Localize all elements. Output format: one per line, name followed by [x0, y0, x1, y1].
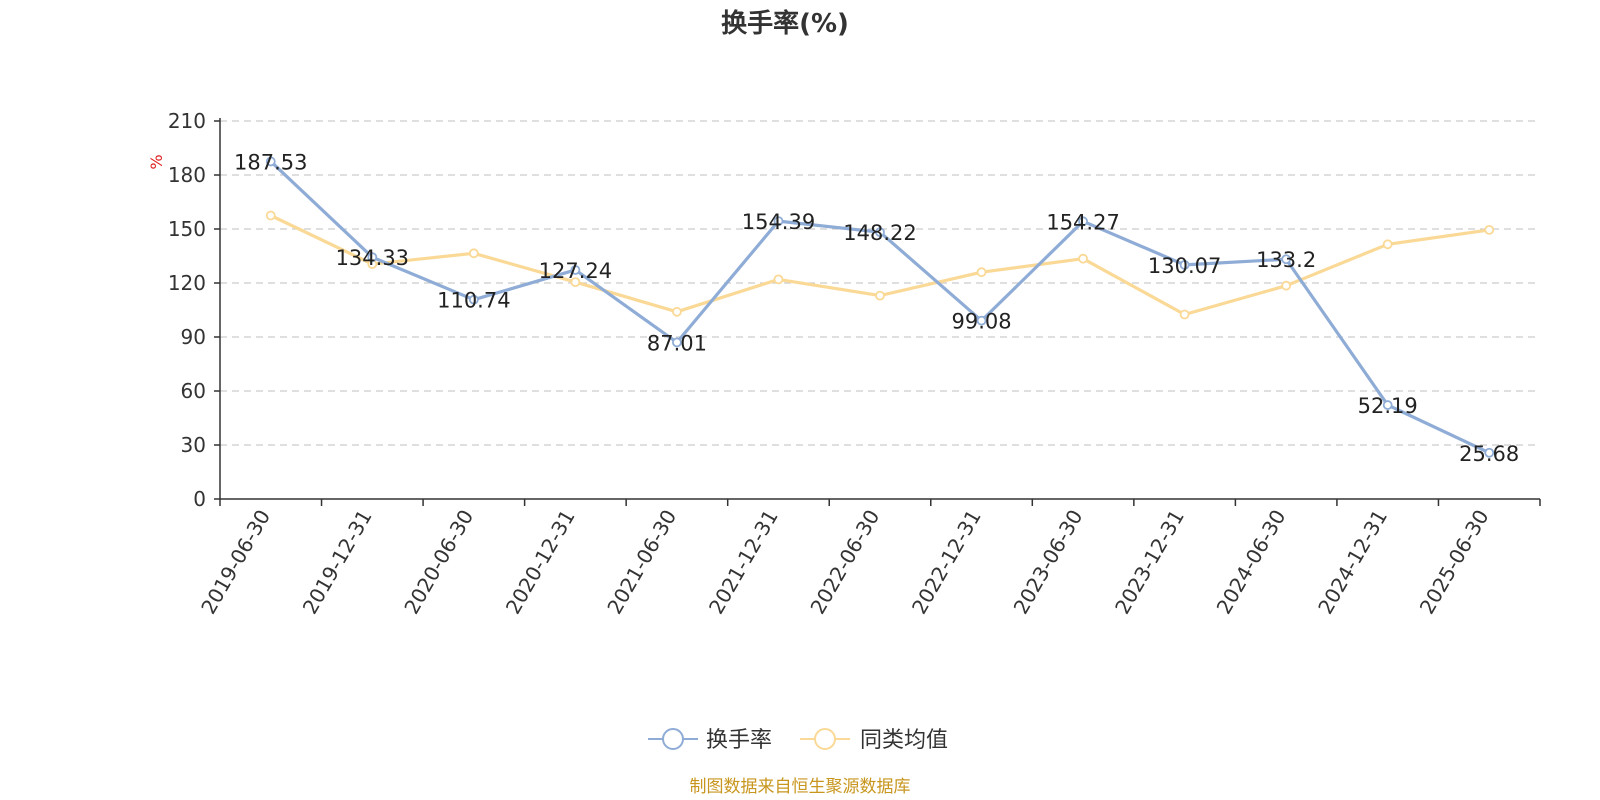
data-label: 154.39	[742, 210, 815, 234]
data-source-note: 制图数据来自恒生聚源数据库	[690, 777, 911, 797]
data-label: 154.27	[1046, 210, 1119, 234]
legend[interactable]: 换手率 同类均值	[648, 728, 948, 753]
data-point[interactable]	[1281, 254, 1292, 265]
y-axis-unit-label: %	[147, 154, 166, 169]
y-tick-label: 90	[181, 325, 206, 349]
data-point[interactable]	[468, 248, 479, 259]
data-labels: 187.53 134.33 110.74 127.24 87.01 154.39 148.2…	[234, 150, 1519, 465]
data-label: 52.19	[1358, 394, 1418, 418]
grid-lines	[220, 120, 1540, 446]
legend-marker-peer-average	[814, 728, 836, 750]
axes	[214, 118, 1541, 506]
data-label: 25.68	[1459, 442, 1519, 466]
x-tick-label: 2023-12-31	[1110, 506, 1189, 619]
y-tick-label: 60	[181, 379, 206, 403]
data-point[interactable]	[1179, 259, 1190, 270]
legend-marker-turnover	[662, 728, 684, 750]
x-tick-label: 2023-06-30	[1009, 506, 1088, 619]
data-point[interactable]	[1078, 253, 1088, 264]
data-point[interactable]	[570, 277, 581, 288]
x-tick-labels: 2019-06-30 2019-12-31 2020-06-30 2020-12-31…	[196, 506, 1493, 619]
series-turnover-rate	[265, 156, 1495, 458]
data-point[interactable]	[265, 156, 276, 167]
data-point[interactable]	[1484, 447, 1495, 458]
data-point[interactable]	[672, 306, 682, 317]
data-label: 127.24	[539, 259, 612, 283]
y-tick-label: 180	[168, 163, 206, 187]
x-tick-label: 2024-06-30	[1212, 506, 1291, 619]
data-label: 99.08	[951, 310, 1011, 334]
x-tick-label: 2025-06-30	[1415, 506, 1494, 619]
x-tick-label: 2021-06-30	[602, 506, 681, 619]
data-point[interactable]	[1281, 280, 1292, 291]
legend-label-peer-average: 同类均值	[860, 728, 948, 753]
data-point[interactable]	[773, 216, 784, 226]
data-point[interactable]	[875, 290, 885, 301]
legend-label-turnover: 换手率	[706, 728, 772, 753]
x-tick-label: 2020-12-31	[501, 506, 580, 619]
data-point[interactable]	[265, 210, 276, 221]
data-label: 110.74	[437, 289, 510, 313]
data-point[interactable]	[976, 315, 987, 326]
y-tick-label: 150	[168, 217, 206, 241]
legend-item-peer-average[interactable]: 同类均值	[800, 728, 948, 753]
x-tick-label: 2022-06-30	[805, 506, 884, 619]
data-point[interactable]	[976, 267, 987, 278]
data-point[interactable]	[875, 227, 885, 238]
data-point[interactable]	[570, 265, 581, 275]
data-point[interactable]	[1382, 239, 1393, 250]
y-tick-label: 30	[181, 433, 206, 457]
data-label: 148.22	[843, 221, 916, 245]
x-tick-label: 2022-12-31	[907, 506, 986, 619]
x-tick-label: 2019-06-30	[196, 506, 275, 619]
data-point[interactable]	[672, 337, 682, 348]
data-point[interactable]	[367, 252, 378, 263]
x-tick-label: 2021-12-31	[704, 506, 783, 619]
data-point[interactable]	[1484, 224, 1495, 235]
data-label: 187.53	[234, 150, 307, 174]
series-lines	[265, 156, 1495, 458]
data-label: 87.01	[647, 331, 707, 355]
y-tick-label: 210	[168, 109, 206, 133]
series-peer-average	[265, 210, 1495, 320]
y-tick-label: 120	[168, 271, 206, 295]
chart-title: 换手率(%)	[721, 8, 849, 39]
x-tick-label: 2020-06-30	[399, 506, 478, 619]
x-tick-label: 2019-12-31	[298, 506, 377, 619]
data-point[interactable]	[1078, 216, 1088, 227]
y-tick-labels: 0 30 60 90 120 150 180 210	[168, 109, 206, 511]
data-point[interactable]	[468, 294, 479, 305]
data-label: 130.07	[1148, 254, 1221, 278]
legend-item-turnover[interactable]: 换手率	[648, 728, 772, 753]
data-point[interactable]	[1179, 309, 1190, 320]
data-label: 134.33	[336, 246, 409, 270]
y-tick-label: 0	[193, 487, 206, 511]
data-point[interactable]	[773, 274, 784, 285]
data-label: 133.2	[1256, 248, 1316, 272]
data-point[interactable]	[1382, 400, 1393, 410]
x-tick-label: 2024-12-31	[1313, 506, 1392, 619]
